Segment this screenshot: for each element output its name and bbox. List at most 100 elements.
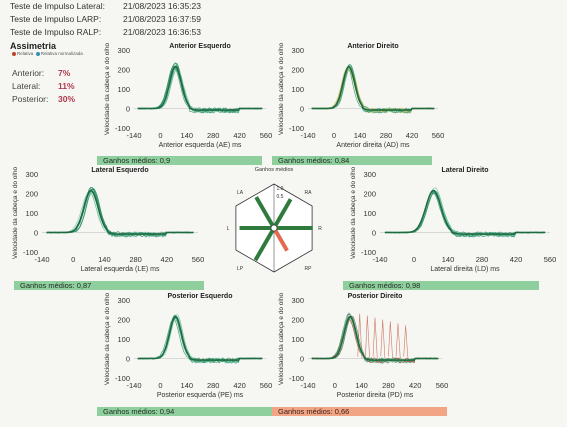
- gain-hex-title: Ganhos médios: [254, 167, 294, 173]
- y-tick-label: 100: [117, 85, 130, 94]
- y-tick-label: 100: [363, 209, 376, 218]
- y-tick-label: 0: [372, 229, 376, 238]
- header-row-larp: Teste de Impulso LARP: 21/08/2023 16:37:5…: [10, 14, 201, 24]
- x-tick-label: 0: [158, 381, 162, 390]
- chart-lateral-esquerdo: Lateral Esquerdo Velocidade da cabeça e d…: [6, 164, 204, 284]
- x-axis-label: Anterior direita (AD) ms: [336, 142, 410, 149]
- center-dot: [270, 224, 278, 232]
- y-tick-label: 0: [300, 105, 304, 114]
- y-tick-label: 200: [291, 316, 304, 325]
- chart-title: Lateral Direito: [441, 167, 488, 174]
- header-value: 21/08/2023 16:37:59: [123, 14, 201, 24]
- hex-label: R: [318, 226, 322, 232]
- asymmetry-anterior: Anterior: 7%: [12, 68, 70, 78]
- trace-line: [137, 67, 263, 114]
- x-tick-label: 0: [333, 381, 337, 390]
- x-tick-label: 140: [181, 381, 194, 390]
- y-tick-label: -100: [115, 374, 130, 383]
- x-axis-label: Lateral direita (LD) ms: [430, 266, 500, 273]
- hex-label: L: [227, 226, 230, 232]
- trace-line: [137, 314, 263, 364]
- trace-line: [311, 66, 435, 114]
- y-axis-label: Velocidade da cabeça e do olho: [12, 167, 19, 260]
- header-label: Teste de Impulso Lateral:: [10, 1, 105, 11]
- hex-label: RP: [305, 266, 313, 272]
- trace-line: [137, 316, 263, 363]
- x-tick-label: 420: [161, 255, 174, 264]
- chart-title: Anterior Esquerdo: [169, 43, 230, 50]
- x-axis-label: Posterior direita (PD) ms: [337, 392, 414, 399]
- x-tick-label: -140: [34, 255, 49, 264]
- trace-line: [384, 192, 546, 238]
- y-tick-label: 200: [117, 316, 130, 325]
- trace-line: [384, 190, 546, 238]
- x-tick-label: 420: [406, 131, 419, 140]
- trace-line: [311, 67, 435, 114]
- trace-line: [311, 64, 435, 114]
- y-axis-label: Velocidade da cabeça e do olho: [104, 43, 111, 136]
- trace-line: [384, 192, 546, 237]
- y-tick-label: 200: [25, 190, 38, 199]
- y-axis-label: Velocidade da cabeça e do olho: [350, 167, 357, 260]
- trace-line: [384, 191, 546, 238]
- trace-line: [46, 186, 194, 238]
- head-velocity-line: [137, 315, 263, 361]
- asymmetry-value: 11%: [58, 81, 75, 91]
- hex-label: 1.0: [277, 186, 284, 192]
- x-tick-label: 420: [233, 131, 246, 140]
- x-axis-label: Lateral esquerda (LE) ms: [81, 266, 160, 273]
- asymmetry-lateral: Lateral: 11%: [12, 81, 75, 91]
- asymmetry-value: 30%: [58, 94, 76, 104]
- trace-line: [137, 316, 263, 364]
- legend-relative-normalized: Relativa normalizada: [40, 51, 83, 56]
- y-tick-label: 100: [291, 335, 304, 344]
- trace-line: [137, 317, 263, 364]
- x-tick-label: 280: [382, 381, 395, 390]
- trace-line: [46, 191, 194, 238]
- saccade-trace: [372, 317, 378, 359]
- y-tick-label: 300: [25, 170, 38, 179]
- trace-line: [311, 68, 435, 113]
- trace-line: [137, 64, 263, 114]
- trace-line: [137, 63, 263, 114]
- chart-posterior-esquerdo: Posterior Esquerdo Velocidade da cabeça e…: [98, 290, 273, 410]
- y-tick-label: 200: [117, 66, 130, 75]
- trace-line: [46, 187, 194, 238]
- trace-line: [137, 316, 263, 364]
- chart-title: Posterior Direito: [348, 293, 403, 300]
- head-velocity-line: [311, 315, 439, 361]
- x-tick-label: 420: [510, 255, 523, 264]
- x-tick-label: 0: [158, 131, 162, 140]
- trace-line: [311, 68, 435, 114]
- header-label: Teste de Impulso RALP:: [10, 27, 102, 37]
- x-tick-label: 280: [380, 131, 393, 140]
- x-tick-label: 560: [260, 381, 273, 390]
- legend-relative: Relativa: [17, 51, 34, 56]
- asymmetry-label: Lateral:: [12, 81, 41, 91]
- x-tick-label: 560: [436, 381, 449, 390]
- y-tick-label: 0: [126, 105, 130, 114]
- gain-bar-ld: Ganhos médios: 0,98: [343, 281, 539, 290]
- x-axis-label: Posterior esquerda (PE) ms: [157, 392, 244, 399]
- chart-title: Anterior Direito: [347, 43, 398, 50]
- hex-label: 0.5: [277, 194, 284, 200]
- x-tick-label: 280: [129, 255, 142, 264]
- chart-lateral-direito: Lateral Direito Velocidade da cabeça e do…: [344, 164, 556, 284]
- saccade-trace: [395, 323, 401, 359]
- chart-anterior-esquerdo: Anterior Esquerdo Velocidade da cabeça e …: [98, 40, 272, 160]
- head-velocity-line: [384, 189, 546, 235]
- x-tick-label: 140: [354, 131, 367, 140]
- hex-label: RA: [305, 190, 313, 196]
- x-tick-label: -140: [300, 381, 315, 390]
- head-velocity-line: [46, 189, 194, 235]
- trace-line: [137, 65, 263, 114]
- x-tick-label: 280: [207, 381, 220, 390]
- trace-line: [46, 187, 194, 238]
- x-tick-label: -140: [372, 255, 387, 264]
- gain-bar-le: Ganhos médios: 0,87: [14, 281, 204, 290]
- trace-line: [384, 190, 546, 238]
- trace-line: [46, 190, 194, 238]
- x-tick-label: -140: [126, 381, 141, 390]
- x-tick-label: 140: [98, 255, 111, 264]
- y-tick-label: 0: [300, 355, 304, 364]
